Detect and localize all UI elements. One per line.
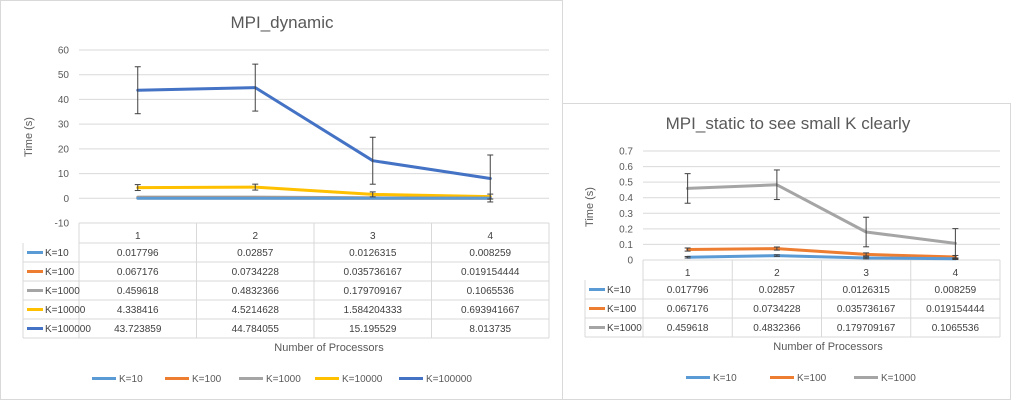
y-tick-label: 10 [58,169,70,180]
data-cell: 43.723859 [114,324,162,335]
legend-label: K=1000 [881,373,916,384]
data-cell: 0.008259 [935,285,977,296]
data-cell: 0.179709167 [837,323,896,334]
data-cell: 0.017796 [667,285,709,296]
data-cell: 0.0126315 [349,248,397,259]
series-line [138,187,491,197]
data-cell: 4.338416 [117,305,159,316]
y-tick-label: 0.2 [619,224,633,235]
y-axis-title: Time (s) [584,187,596,227]
y-tick-label: 50 [58,70,70,81]
data-cell: 15.195529 [349,324,397,335]
data-cell: 0.035736167 [344,267,403,278]
data-cell: 0.02857 [237,248,274,259]
y-tick-label: 40 [58,95,70,106]
y-tick-label: 60 [58,46,70,57]
x-tick-label: 2 [774,268,780,279]
y-tick-label: 20 [58,144,70,155]
data-cell: 0.4832366 [753,323,801,334]
legend-label: K=10000 [342,374,383,385]
data-cell: 0.459618 [667,323,709,334]
mpi-static-chart: MPI_static to see small K clearly 0 0.1 0.2… [562,103,1011,400]
data-cell: 0.02857 [759,285,796,296]
table-series-label: K=10 [45,248,69,259]
chart-title: MPI_static to see small K clearly [666,114,911,133]
data-cell: 1.584204333 [344,305,403,316]
y-tick-label: -10 [55,219,70,230]
data-cell: 0.035736167 [837,304,896,315]
data-cell: 0.459618 [117,286,159,297]
data-cell: 0.1065536 [932,323,980,334]
y-tick-label: 0.1 [619,240,633,251]
table-series-label: K=100 [45,267,75,278]
data-cell: 44.784055 [232,324,280,335]
data-cell: 0.179709167 [344,286,403,297]
y-tick-label: 0.3 [619,209,633,220]
series-line [138,88,491,179]
chart-title: MPI_dynamic [231,13,334,32]
data-cell: 0.0734228 [753,304,801,315]
data-cell: 4.5214628 [232,305,280,316]
data-cell: 0.4832366 [232,286,280,297]
legend-label: K=100 [797,373,827,384]
x-tick-label: 3 [863,268,869,279]
series-line [688,185,956,244]
y-tick-label: 0.7 [619,147,633,158]
data-cell: 8.013735 [469,324,511,335]
mpi-dynamic-chart: MPI_dynamic -10 0 10 20 30 40 50 60 Time (s) 1 2 3 4 K… [0,0,563,400]
x-tick-label: 1 [135,231,141,242]
data-cell: 0.019154444 [461,267,520,278]
mpi-dynamic-chart-svg: MPI_dynamic -10 0 10 20 30 40 50 60 Time (s) 1 2 3 4 K… [1,1,564,401]
table-series-label: K=1000 [45,286,80,297]
table-series-label: K=100000 [45,324,91,335]
y-tick-label: 0.4 [619,193,633,204]
table-series-label: K=10000 [45,305,86,316]
legend-label: K=10 [119,374,143,385]
y-tick-label: 0.5 [619,178,633,189]
data-cell: 0.008259 [469,248,511,259]
x-tick-label: 3 [370,231,376,242]
data-cell: 0.0126315 [842,285,890,296]
y-axis-title: Time (s) [23,117,35,157]
y-tick-label: 0 [627,256,633,267]
legend-label: K=10 [713,373,737,384]
x-axis-title: Number of Processors [274,342,384,354]
data-cell: 0.017796 [117,248,159,259]
data-cell: 0.067176 [667,304,709,315]
data-cell: 0.019154444 [926,304,985,315]
x-tick-label: 2 [252,231,258,242]
data-cell: 0.0734228 [232,267,280,278]
legend-label: K=1000 [266,374,301,385]
x-tick-label: 4 [487,231,493,242]
data-cell: 0.067176 [117,267,159,278]
legend-label: K=100000 [426,374,472,385]
x-axis-title: Number of Processors [773,341,883,353]
table-series-label: K=10 [607,285,631,296]
data-cell: 0.1065536 [467,286,515,297]
x-tick-label: 1 [685,268,691,279]
table-series-label: K=1000 [607,323,642,334]
mpi-static-chart-svg: MPI_static to see small K clearly 0 0.1 0.2… [563,104,1011,401]
y-tick-label: 0 [63,194,69,205]
legend-label: K=100 [192,374,222,385]
y-tick-label: 0.6 [619,162,633,173]
y-tick-label: 30 [58,120,70,131]
table-series-label: K=100 [607,304,637,315]
data-cell: 0.693941667 [461,305,520,316]
x-tick-label: 4 [953,268,959,279]
